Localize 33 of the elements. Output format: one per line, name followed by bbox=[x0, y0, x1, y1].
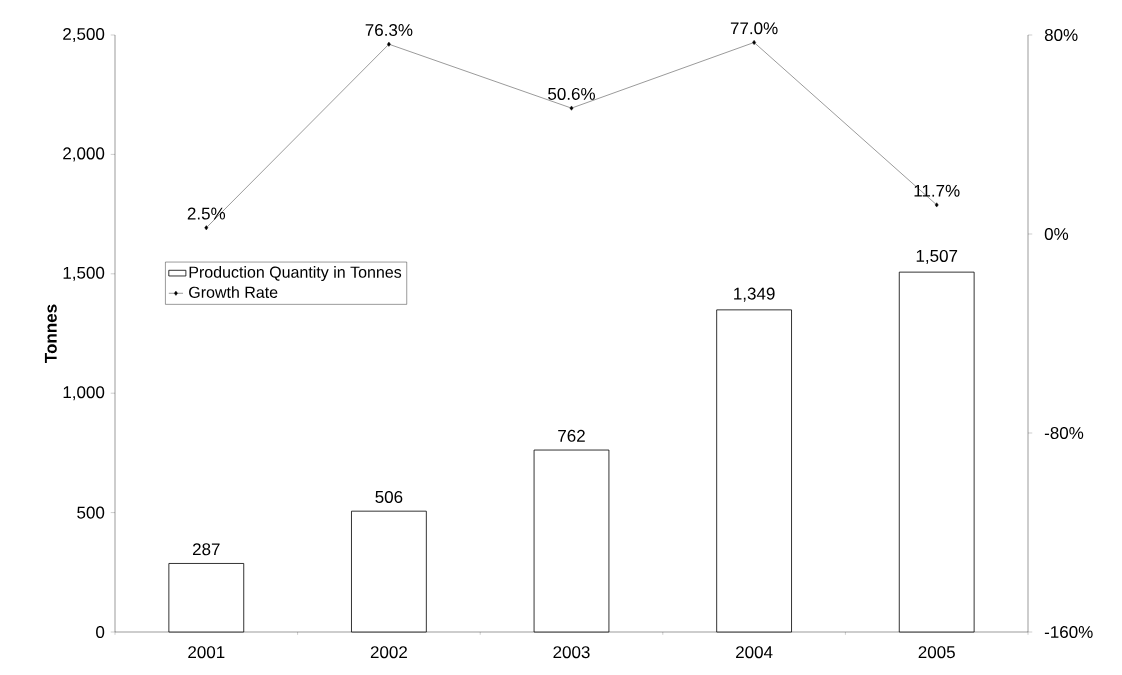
x-tick-label: 2005 bbox=[918, 646, 955, 659]
legend-label: Production Quantity in Tonnes bbox=[189, 266, 402, 281]
y-tick-label: 0 bbox=[96, 625, 105, 639]
data-label: 76.3% bbox=[365, 23, 413, 37]
data-label: 77.0% bbox=[730, 22, 778, 35]
data-label: 1,349 bbox=[734, 287, 775, 302]
x-tick-label: 2004 bbox=[736, 646, 773, 659]
y2-tick-label: 80% bbox=[1044, 28, 1078, 42]
legend-label: Growth Rate bbox=[189, 286, 278, 298]
x-tick-label: 2001 bbox=[188, 646, 225, 659]
point bbox=[204, 225, 209, 231]
y2-tick-label: -80% bbox=[1044, 426, 1084, 440]
point bbox=[934, 202, 939, 208]
data-label: 1,507 bbox=[916, 249, 958, 264]
data-label: 287 bbox=[192, 543, 220, 556]
data-label: 11.7% bbox=[914, 184, 960, 197]
y2-tick-label: 0% bbox=[1044, 227, 1069, 241]
y-tick-label: 1,500 bbox=[63, 266, 105, 281]
y2-tick-label: -160% bbox=[1044, 625, 1093, 639]
y-tick-label: 2,500 bbox=[63, 27, 105, 43]
point bbox=[569, 105, 574, 111]
y-tick-label: 500 bbox=[77, 506, 105, 519]
x-tick-label: 2003 bbox=[553, 646, 590, 659]
point bbox=[387, 41, 391, 47]
y-tick-label: 2,000 bbox=[63, 147, 105, 162]
data-label: 762 bbox=[558, 429, 585, 442]
y-tick-label: 1,000 bbox=[63, 386, 105, 401]
y-axis-title: Tonnes bbox=[44, 304, 57, 363]
x-tick-label: 2002 bbox=[370, 646, 407, 659]
point bbox=[752, 40, 756, 45]
data-label: 50.6% bbox=[548, 87, 595, 100]
data-label: 506 bbox=[375, 490, 403, 503]
data-label: 2.5% bbox=[187, 207, 226, 220]
